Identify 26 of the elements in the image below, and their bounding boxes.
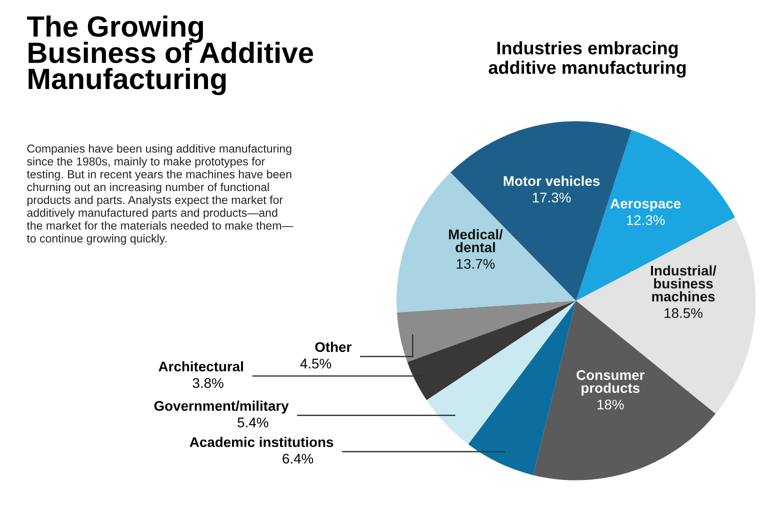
data-label: 18% [598, 400, 624, 410]
data-label: 13.7% [456, 258, 495, 269]
data-label: 12.3% [626, 215, 665, 226]
pie-slice [396, 300, 576, 362]
slice-label: Academic institutions [190, 436, 334, 448]
data-label: 4.5% [300, 358, 332, 368]
data-label: 5.4% [238, 418, 268, 428]
data-label: 17.3% [532, 192, 571, 202]
chart-title: The Growing Business of Additive Manufacturing [27, 15, 314, 96]
pie-slice [426, 300, 576, 444]
pie-slice [468, 300, 576, 476]
pie-slice [533, 300, 716, 480]
slice-label: Aerospace [610, 198, 681, 212]
slice-label: Consumer products [576, 370, 645, 396]
data-label: 18.5% [664, 308, 702, 318]
slice-label: Motor vehicles [504, 176, 600, 186]
slice-label: Architectural [158, 361, 243, 372]
data-label: 3.8% [192, 378, 224, 388]
slice-label: Government/military [154, 400, 289, 414]
data-label: 6.4% [282, 454, 314, 464]
pie-slice [576, 217, 756, 414]
chart-subtitle: Industries embracing additive manufacturing [488, 41, 686, 78]
slice-label: Medical/ dental [449, 229, 503, 252]
text: Companies have been using additive manufacturing since the 1980s, mainly to make prototypes for testing. But in recent years the machines have been churning out an increasing number of functional products and parts. Analysts expect the market for additively manufactured parts and products—and the market for the materials needed to make them— to continue growing quickly. [26, 144, 294, 245]
slice-label: Other [315, 342, 352, 352]
slice-label: Industrial/ business machines [651, 265, 716, 302]
